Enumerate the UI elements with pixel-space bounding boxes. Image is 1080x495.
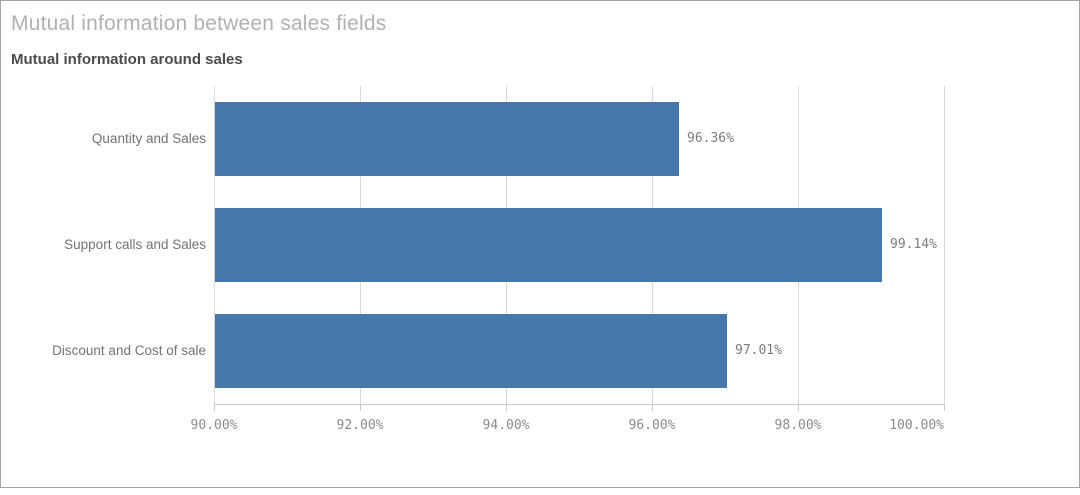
axis-tick	[214, 405, 215, 411]
bar-value-label: 96.36%	[687, 131, 734, 146]
x-axis-label: 96.00%	[628, 418, 676, 433]
bar[interactable]	[215, 102, 679, 176]
x-axis-label: 94.00%	[482, 418, 530, 433]
bar[interactable]	[215, 314, 727, 388]
x-axis-label: 100.00%	[889, 418, 944, 433]
axis-tick	[798, 405, 799, 411]
x-axis-line	[214, 404, 945, 405]
gridline	[944, 86, 945, 404]
y-axis-label: Quantity and Sales	[91, 131, 206, 146]
axis-tick	[506, 405, 507, 411]
axis-tick	[944, 405, 945, 411]
bar[interactable]	[215, 208, 882, 282]
chart-subtitle: Mutual information around sales	[11, 51, 243, 68]
axis-tick	[360, 405, 361, 411]
y-axis-label: Discount and Cost of sale	[52, 343, 206, 358]
y-axis-label: Support calls and Sales	[64, 237, 206, 252]
bar-value-label: 97.01%	[735, 343, 782, 358]
x-axis-label: 90.00%	[190, 418, 238, 433]
gridline	[214, 86, 215, 404]
x-axis-label: 98.00%	[774, 418, 822, 433]
bar-value-label: 99.14%	[890, 237, 937, 252]
plot-area: 90.00% 92.00% 94.00% 96.00% 98.00% 100.00% Qua…	[52, 86, 945, 433]
x-axis-label: 92.00%	[336, 418, 384, 433]
axis-tick	[652, 405, 653, 411]
chart-title: Mutual information between sales fields	[11, 12, 387, 35]
